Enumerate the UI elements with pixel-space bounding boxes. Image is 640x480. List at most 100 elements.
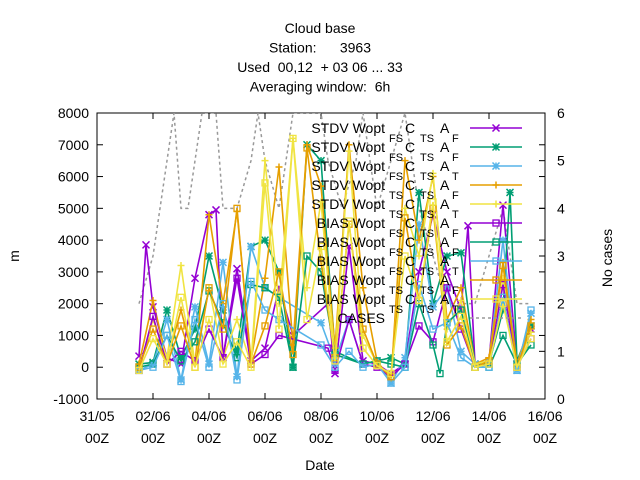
legend-label: STDV Wopt bbox=[311, 120, 385, 136]
legend-entry: STDV Wopt FSC TS AF bbox=[311, 139, 522, 164]
data-point bbox=[177, 377, 185, 386]
data-point bbox=[149, 334, 157, 343]
data-point bbox=[261, 306, 269, 314]
legend-subscript: A bbox=[440, 272, 450, 288]
x-axis-ticks: 31/05 00Z 02/06 00Z 04/06 00Z 06/06 00Z 08/06 00Z… bbox=[79, 113, 563, 446]
data-point bbox=[373, 361, 381, 370]
data-point bbox=[498, 201, 508, 210]
y-tick-label: -1000 bbox=[53, 391, 89, 407]
legend-subscript: C bbox=[405, 215, 415, 231]
data-point bbox=[233, 316, 241, 324]
data-point bbox=[260, 236, 270, 245]
data-point bbox=[190, 302, 200, 311]
title-line: Cloud base bbox=[285, 20, 356, 36]
x-tick-label-hour: 00Z bbox=[477, 430, 502, 446]
data-point bbox=[359, 344, 367, 352]
data-point bbox=[303, 144, 311, 152]
data-point bbox=[191, 315, 199, 324]
data-point bbox=[218, 258, 228, 267]
data-point bbox=[317, 242, 325, 251]
x-tick-label-date: 06/06 bbox=[247, 408, 282, 424]
data-point bbox=[513, 363, 521, 371]
data-point bbox=[415, 252, 423, 260]
x-tick-label-date: 02/06 bbox=[135, 408, 170, 424]
data-point bbox=[527, 322, 535, 330]
data-point bbox=[177, 347, 185, 355]
data-point bbox=[204, 251, 214, 261]
x-tick-label-date: 10/06 bbox=[359, 408, 394, 424]
data-point bbox=[261, 274, 269, 282]
legend-subscript: F bbox=[452, 285, 459, 297]
data-point bbox=[414, 267, 424, 276]
legend-subscript: TS bbox=[389, 209, 403, 221]
y2-tick-label: 3 bbox=[557, 248, 565, 264]
legend-subscript: T bbox=[452, 209, 459, 221]
data-point bbox=[386, 353, 396, 362]
legend-subscript: TS bbox=[420, 266, 434, 278]
legend-label: STDV Wopt bbox=[311, 139, 385, 155]
legend-subscript: FS bbox=[389, 247, 403, 259]
data-point bbox=[246, 242, 256, 251]
data-point bbox=[345, 315, 353, 324]
data-point bbox=[505, 188, 515, 197]
data-point bbox=[233, 338, 241, 346]
data-point bbox=[205, 363, 213, 371]
x-tick-label-hour: 00Z bbox=[197, 430, 222, 446]
data-point bbox=[149, 325, 157, 333]
legend-subscript: TS bbox=[420, 285, 434, 297]
legend-subscript: A bbox=[440, 291, 450, 307]
legend-label: STDV Wopt bbox=[311, 177, 385, 193]
data-point bbox=[135, 366, 143, 375]
data-point bbox=[527, 306, 535, 314]
data-point bbox=[485, 360, 493, 368]
x-tick-label-hour: 00Z bbox=[141, 430, 166, 446]
data-point bbox=[162, 305, 172, 315]
data-point bbox=[191, 338, 199, 346]
legend-subscript: C bbox=[405, 253, 415, 269]
data-point bbox=[289, 363, 297, 371]
legend-label: STDV Wopt bbox=[311, 196, 385, 212]
data-point bbox=[177, 322, 185, 330]
legend-subscript: TS bbox=[420, 152, 434, 164]
data-point bbox=[415, 296, 423, 305]
data-point bbox=[205, 211, 213, 219]
data-point bbox=[149, 312, 157, 321]
legend-marker bbox=[491, 123, 501, 133]
chart-title: Cloud base Station: 3963 Used 00,12 + 03 0… bbox=[237, 20, 403, 95]
legend-label: BIAS Wopt bbox=[317, 215, 385, 231]
legend-subscript: FS bbox=[389, 133, 403, 145]
data-point bbox=[457, 296, 465, 304]
x-tick-label-hour: 00Z bbox=[85, 430, 110, 446]
data-point bbox=[233, 274, 241, 282]
legend-subscript: C bbox=[405, 177, 415, 193]
y2-tick-label: 6 bbox=[557, 105, 565, 121]
data-point bbox=[442, 267, 452, 276]
data-point bbox=[218, 305, 228, 315]
legend-entry: BIAS Wopt FSC TS AT bbox=[317, 253, 522, 278]
title-line: Used 00,12 + 03 06 ... 33 bbox=[237, 59, 403, 75]
data-point bbox=[428, 302, 438, 311]
x-tick-label-hour: 00Z bbox=[365, 430, 390, 446]
data-point bbox=[191, 363, 199, 371]
data-point bbox=[401, 204, 409, 212]
legend-subscript: A bbox=[440, 215, 450, 231]
data-point bbox=[232, 347, 242, 356]
legend-marker bbox=[492, 238, 500, 246]
legend-subscript: TS bbox=[420, 133, 434, 145]
legend-subscript: T bbox=[452, 304, 459, 316]
y-tick-label: 7000 bbox=[58, 137, 89, 153]
data-point bbox=[401, 214, 409, 222]
data-point bbox=[177, 262, 185, 270]
data-point bbox=[345, 217, 353, 225]
data-point bbox=[456, 347, 466, 356]
y2-tick-label: 4 bbox=[557, 200, 565, 216]
data-point bbox=[261, 157, 269, 165]
x-tick-label-date: 12/06 bbox=[415, 408, 450, 424]
data-point bbox=[442, 251, 452, 261]
data-point bbox=[499, 331, 507, 340]
data-point bbox=[261, 322, 269, 330]
